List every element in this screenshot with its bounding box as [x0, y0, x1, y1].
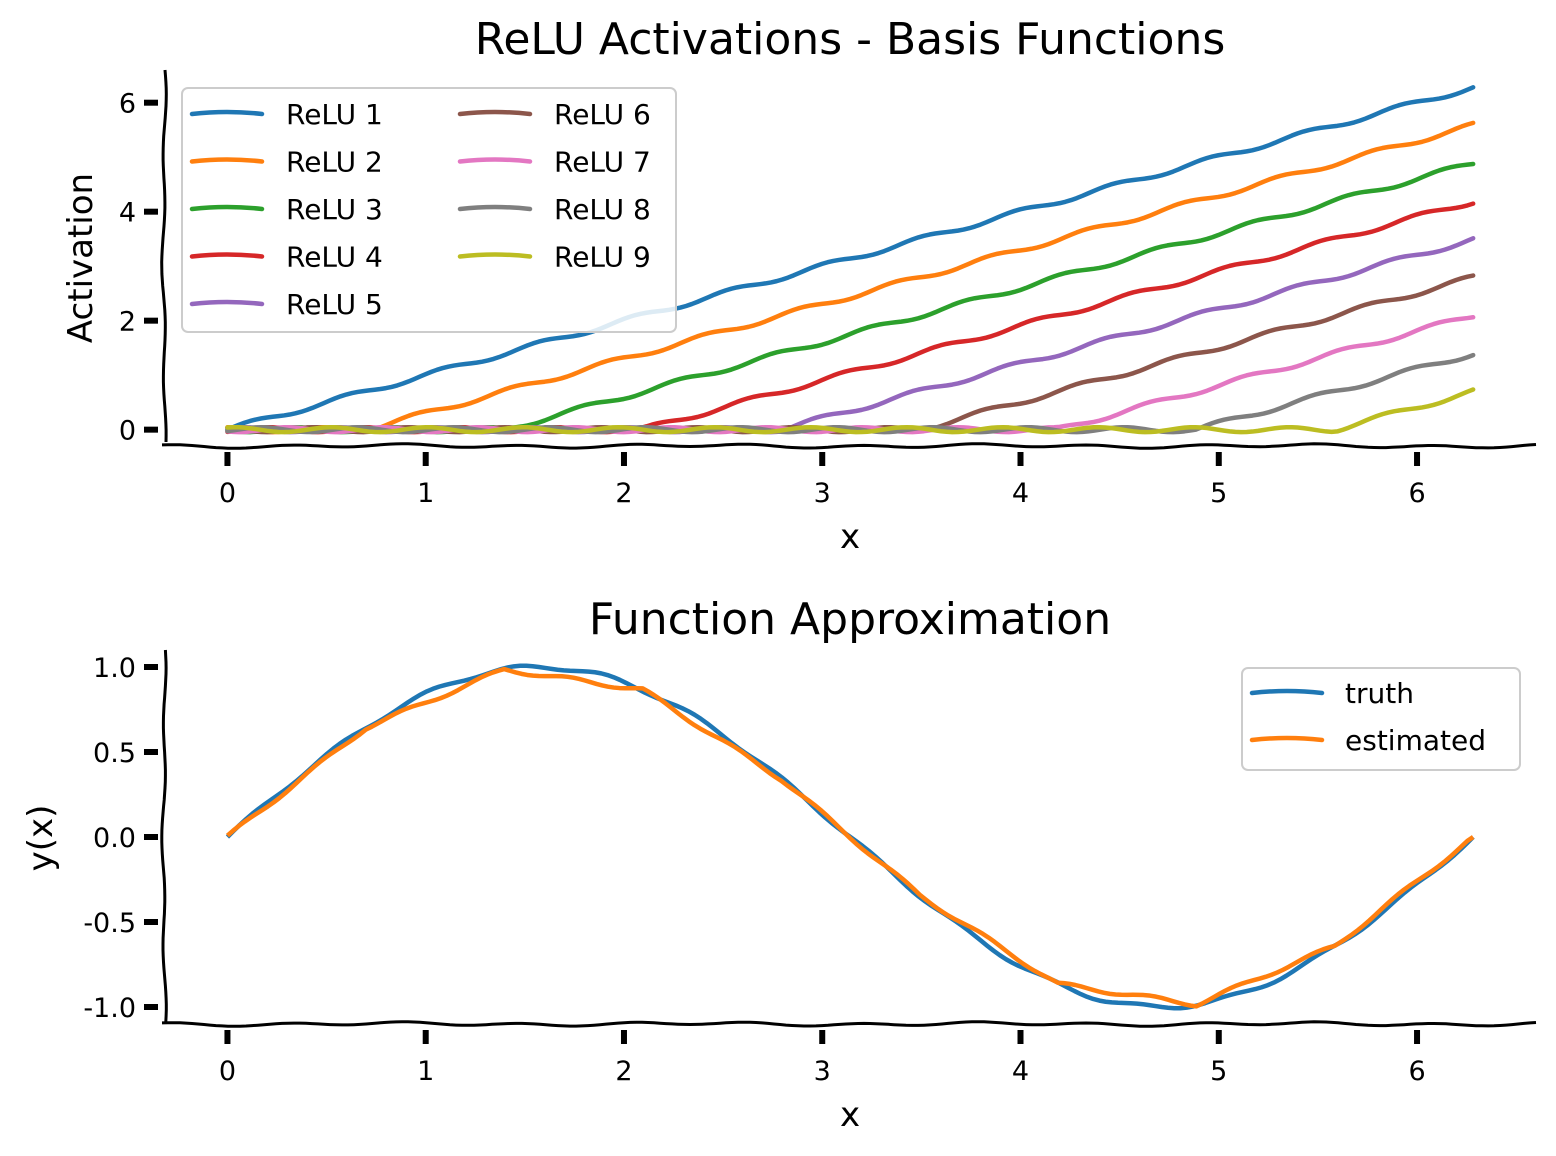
- top-legend-box: [181, 87, 677, 333]
- bottom-series-lines: [225, 663, 1475, 1011]
- bottom-x-tick-label: 5: [1210, 1056, 1227, 1087]
- legend-entry-label: ReLU 2: [286, 146, 383, 179]
- legend-swatch: [189, 109, 265, 117]
- bottom-x-axis-label: x: [840, 1095, 860, 1135]
- bottom-y-tick-label: -1.0: [83, 993, 136, 1024]
- top-series-lines: [225, 85, 1476, 435]
- top-axes: 0 1 2 3 4 5 6 0 2 4 6: [119, 69, 1537, 509]
- bottom-axes: 0 1 2 3 4 5 6 -1.0 -0.5 0.0 0.5 1.0: [83, 649, 1537, 1087]
- top-x-axis-label: x: [840, 517, 860, 557]
- legend-entry-label: ReLU 9: [554, 241, 651, 274]
- legend-swatch: [189, 299, 265, 307]
- legend-entry-label: ReLU 6: [554, 98, 651, 131]
- top-y-tick-label: 4: [119, 198, 136, 229]
- top-y-tick-label: 6: [119, 89, 136, 120]
- legend-entry-label: ReLU 5: [286, 288, 383, 321]
- legend-swatch: [189, 204, 265, 212]
- relu-series-line: [225, 352, 1476, 435]
- legend-swatch: [457, 109, 533, 117]
- bottom-legend: truth estimated: [1241, 667, 1521, 771]
- top-x-tick-label: 2: [615, 478, 632, 509]
- legend-swatch: [189, 157, 265, 164]
- top-x-tick-label: 4: [1012, 478, 1029, 509]
- relu-series-line: [225, 387, 1476, 435]
- legend-entry-label: estimated: [1345, 724, 1486, 757]
- relu-activations-panel: ReLU Activations - Basis Functions x Act…: [61, 14, 1537, 557]
- top-x-tick-label: 5: [1210, 478, 1227, 509]
- legend-swatch: [457, 204, 533, 212]
- top-chart-title: ReLU Activations - Basis Functions: [475, 14, 1226, 65]
- legend-swatch: [457, 252, 533, 259]
- bottom-x-tick-label: 4: [1012, 1056, 1029, 1087]
- top-x-tick-label: 0: [219, 478, 236, 509]
- top-x-tick-label: 1: [417, 478, 434, 509]
- legend-swatch: [1249, 735, 1325, 743]
- bottom-y-tick-label: 0.0: [93, 823, 136, 854]
- bottom-y-axis-spine: [160, 649, 168, 1023]
- legend-swatch: [457, 157, 533, 164]
- bottom-x-tick-label: 6: [1408, 1056, 1425, 1087]
- legend-entry-label: ReLU 7: [554, 146, 651, 179]
- top-y-axis-spine: [160, 69, 168, 443]
- legend-entry-label: ReLU 3: [286, 193, 383, 226]
- top-legend: ReLU 1 ReLU 2 ReLU 3 ReLU 4 ReLU 5 ReLU 6 ReLU…: [181, 87, 677, 333]
- relu-series-line: [225, 120, 1476, 435]
- function-approximation-panel: Function Approximation x y(x) 0 1 2 3 4 5 6 -1.…: [21, 594, 1537, 1135]
- top-x-tick-label: 3: [814, 478, 831, 509]
- bottom-x-axis-spine: [161, 1020, 1537, 1028]
- bottom-y-tick-label: 1.0: [93, 653, 136, 684]
- bottom-y-tick-label: 0.5: [93, 738, 136, 769]
- legend-swatch: [189, 252, 265, 259]
- bottom-x-tick-label: 1: [417, 1056, 434, 1087]
- legend-entry-label: truth: [1345, 677, 1414, 710]
- top-y-axis-label: Activation: [61, 173, 101, 343]
- legend-entry-label: ReLU 8: [554, 193, 651, 226]
- top-x-axis-spine: [161, 442, 1537, 450]
- bottom-x-tick-label: 2: [615, 1056, 632, 1087]
- bottom-chart-title: Function Approximation: [589, 594, 1111, 645]
- legend-swatch: [1249, 688, 1325, 696]
- legend-entry-label: ReLU 4: [286, 241, 383, 274]
- top-x-tick-label: 6: [1408, 478, 1425, 509]
- bottom-x-tick-label: 3: [814, 1056, 831, 1087]
- bottom-y-axis-label: y(x): [21, 805, 61, 872]
- top-y-tick-label: 0: [119, 416, 136, 447]
- top-y-tick-label: 2: [119, 307, 136, 338]
- bottom-y-tick-label: -0.5: [83, 908, 136, 939]
- legend-entry-label: ReLU 1: [286, 98, 383, 131]
- bottom-x-tick-label: 0: [219, 1056, 236, 1087]
- estimated-series-line: [225, 666, 1475, 1009]
- relu-series-line: [225, 85, 1476, 432]
